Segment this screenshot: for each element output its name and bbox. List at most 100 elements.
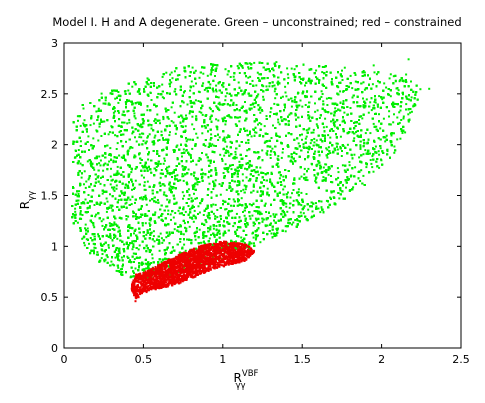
green-point: [116, 170, 119, 173]
green-point: [362, 70, 365, 72]
green-point: [241, 66, 244, 69]
green-point: [210, 233, 212, 236]
green-point: [314, 110, 317, 113]
green-point: [259, 241, 262, 244]
green-point: [78, 190, 81, 193]
green-point: [184, 210, 187, 213]
green-point: [341, 69, 343, 72]
green-point: [88, 242, 90, 245]
green-point: [308, 127, 311, 130]
green-point: [190, 101, 193, 104]
green-point: [294, 112, 297, 115]
green-point: [170, 120, 173, 123]
green-point: [253, 61, 256, 64]
green-point: [301, 138, 303, 141]
green-point: [234, 150, 237, 153]
green-point: [316, 125, 319, 127]
green-point: [195, 119, 198, 122]
green-point: [343, 111, 346, 114]
green-point: [177, 230, 180, 233]
green-point: [96, 251, 99, 254]
green-point: [408, 98, 410, 101]
green-point: [195, 115, 198, 118]
green-point: [160, 169, 163, 171]
green-point: [140, 196, 143, 199]
green-point: [79, 210, 82, 212]
green-point: [293, 177, 296, 180]
green-point: [304, 137, 307, 140]
green-point: [294, 219, 297, 221]
green-point: [369, 101, 372, 104]
green-point: [134, 136, 136, 139]
green-point: [173, 70, 176, 73]
green-point: [400, 119, 403, 121]
green-point: [172, 216, 175, 219]
green-point: [195, 163, 198, 166]
green-point: [352, 186, 355, 189]
green-point: [85, 238, 88, 241]
green-point: [250, 135, 253, 138]
green-point: [216, 209, 219, 211]
green-point: [100, 92, 103, 95]
green-point: [405, 73, 408, 76]
green-point: [212, 188, 215, 190]
green-point: [92, 224, 95, 227]
green-point: [189, 248, 192, 251]
green-point: [260, 123, 263, 126]
green-point: [254, 217, 257, 220]
green-point: [252, 183, 255, 186]
green-point: [222, 120, 224, 123]
green-point: [282, 148, 284, 150]
green-point: [248, 62, 251, 65]
green-point: [101, 224, 104, 227]
green-point: [232, 75, 235, 78]
green-point: [240, 190, 243, 193]
green-point: [334, 149, 337, 152]
green-point: [208, 237, 211, 240]
green-point: [248, 203, 251, 206]
green-point: [114, 134, 117, 137]
green-point: [238, 72, 241, 74]
green-point: [309, 142, 312, 145]
green-point: [161, 75, 164, 78]
green-point: [247, 66, 250, 69]
green-point: [159, 232, 162, 235]
green-point: [246, 149, 249, 152]
green-point: [362, 174, 365, 177]
green-point: [324, 117, 327, 120]
green-point: [325, 125, 328, 128]
green-point: [363, 88, 366, 91]
green-point: [218, 136, 221, 139]
green-point: [343, 169, 346, 172]
green-point: [360, 134, 362, 137]
green-point: [198, 110, 201, 113]
green-point: [209, 162, 212, 164]
green-point: [127, 110, 130, 112]
green-point: [399, 79, 402, 82]
green-point: [354, 166, 357, 169]
green-point: [169, 85, 171, 88]
green-point: [371, 166, 374, 169]
green-point: [254, 238, 257, 241]
green-point: [174, 132, 177, 135]
green-point: [284, 225, 287, 228]
green-point: [106, 200, 109, 203]
green-point: [152, 230, 155, 233]
green-point: [130, 203, 133, 206]
green-point: [212, 144, 215, 147]
green-point: [185, 227, 188, 230]
green-point: [149, 199, 151, 202]
green-point: [210, 204, 213, 207]
green-point: [313, 137, 316, 140]
green-point: [156, 113, 159, 116]
green-point: [127, 89, 130, 92]
green-point: [221, 246, 224, 249]
green-point: [310, 131, 313, 134]
green-point: [370, 109, 373, 112]
green-point: [128, 166, 131, 168]
green-point: [273, 102, 276, 105]
green-point: [113, 264, 116, 267]
green-point: [227, 214, 230, 217]
green-point: [221, 117, 224, 120]
green-point: [253, 242, 255, 245]
